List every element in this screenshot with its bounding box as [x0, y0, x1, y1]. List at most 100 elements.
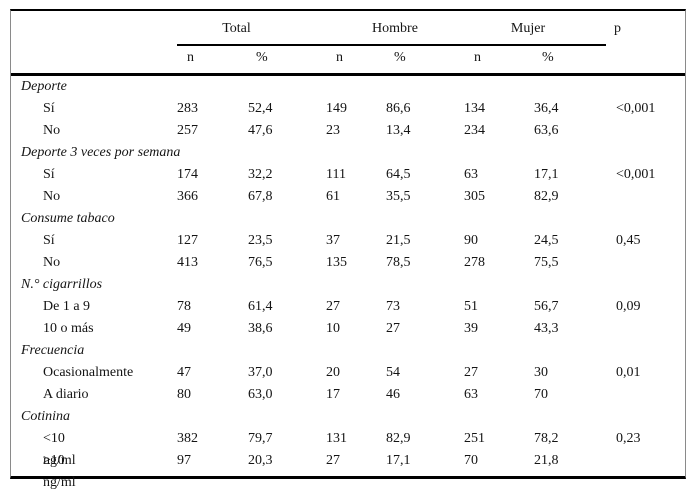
subheader-total-pct: % [256, 50, 268, 65]
col-group-total: Total [222, 21, 251, 36]
empty-cell [534, 208, 606, 230]
cell-total-pct: 37,0 [248, 365, 273, 380]
cell-hombre-pct: 64,5 [386, 167, 411, 182]
cell-mujer-n: 39 [464, 321, 478, 336]
row-label: <10 ng/ml [11, 428, 177, 472]
cell-mujer-n: 305 [464, 189, 485, 204]
row-label: ≥10 ng/ml [11, 450, 177, 489]
table-row: Sí 174 32,2 111 64,5 63 17,1 <0,001 [11, 164, 685, 186]
cell-mujer-n: 134 [464, 101, 485, 116]
cell-hombre-pct: 73 [386, 299, 400, 314]
cell-mujer-pct: 75,5 [534, 255, 559, 270]
cell-mujer-pct: 70 [534, 387, 548, 402]
section-title: Deporte 3 veces por semana [21, 145, 181, 160]
cell-p: 0,23 [616, 431, 641, 446]
cell-hombre-n: 17 [326, 387, 340, 402]
cell-p: <0,001 [616, 167, 656, 182]
cell-mujer-pct: 36,4 [534, 101, 559, 116]
cell-total-pct: 47,6 [248, 123, 273, 138]
empty-cell [386, 340, 464, 362]
empty-cell [326, 142, 386, 164]
cell-total-n: 283 [177, 101, 198, 116]
empty-cell [177, 406, 248, 428]
col-header-p: p [614, 21, 621, 36]
empty-cell [606, 76, 685, 98]
section-title: Deporte [21, 79, 67, 94]
cell-mujer-n: 90 [464, 233, 478, 248]
cell-total-n: 127 [177, 233, 198, 248]
table-row: No 257 47,6 23 13,4 234 63,6 [11, 120, 685, 142]
cell-total-n: 78 [177, 299, 191, 314]
cell-hombre-pct: 82,9 [386, 431, 411, 446]
cell-total-n: 47 [177, 365, 191, 380]
empty-cell [464, 208, 534, 230]
cell-hombre-n: 27 [326, 453, 340, 468]
cell-total-n: 382 [177, 431, 198, 446]
empty-cell [464, 274, 534, 296]
empty-cell [386, 406, 464, 428]
cell-total-pct: 76,5 [248, 255, 273, 270]
section-title-row: Deporte 3 veces por semana [11, 142, 685, 164]
empty-cell [326, 274, 386, 296]
empty-cell [534, 274, 606, 296]
group-underline [177, 44, 606, 46]
table-row: Sí 283 52,4 149 86,6 134 36,4 <0,001 [11, 98, 685, 120]
cell-hombre-pct: 21,5 [386, 233, 411, 248]
empty-cell [606, 340, 685, 362]
section-title: Cotinina [21, 409, 71, 424]
cell-total-n: 80 [177, 387, 191, 402]
section-title: N.° cigarrillos [21, 277, 103, 292]
cell-p [606, 450, 685, 489]
table-row: A diario 80 63,0 17 46 63 70 [11, 384, 685, 406]
empty-cell [326, 208, 386, 230]
table-row: No 413 76,5 135 78,5 278 75,5 [11, 252, 685, 274]
subheader-p-spacer [606, 44, 685, 73]
cell-total-pct: 38,6 [248, 321, 273, 336]
empty-cell [464, 142, 534, 164]
row-label: No [43, 255, 61, 270]
cell-p [606, 384, 685, 406]
empty-cell [326, 406, 386, 428]
section-title-row: Frecuencia [11, 340, 685, 362]
cell-mujer-n: 27 [464, 365, 478, 380]
cell-mujer-n: 251 [464, 431, 485, 446]
row-label: De 1 a 9 [43, 299, 91, 314]
cell-total-pct: 52,4 [248, 101, 273, 116]
cell-hombre-n: 10 [326, 321, 340, 336]
group-header-row: Total Hombre Mujer p [11, 11, 685, 46]
cell-hombre-pct: 54 [386, 365, 400, 380]
cell-hombre-n: 27 [326, 299, 340, 314]
cell-hombre-n: 61 [326, 189, 340, 204]
cell-total-pct: 79,7 [248, 431, 273, 446]
table-body: Deporte Sí 283 52,4 149 86,6 134 36,4 <0,001 No 25… [11, 76, 685, 489]
section-title: Consume tabaco [21, 211, 115, 226]
cell-p [606, 120, 685, 142]
cell-total-n: 366 [177, 189, 198, 204]
row-label-unit: ng/ml [43, 453, 76, 468]
subheader-mujer-pct: % [542, 50, 554, 65]
cell-total-n: 97 [177, 453, 191, 468]
cell-p: <0,001 [616, 101, 656, 116]
row-label-unit: ng/ml [43, 475, 76, 489]
table-row: ≥10 ng/ml 97 20,3 27 17,1 70 21,8 [11, 450, 685, 489]
cell-hombre-pct: 78,5 [386, 255, 411, 270]
empty-cell [177, 340, 248, 362]
empty-cell [534, 340, 606, 362]
col-group-hombre: Hombre [372, 21, 418, 36]
row-label-value: <10 [43, 431, 65, 446]
cell-hombre-pct: 17,1 [386, 453, 411, 468]
cell-mujer-pct: 63,6 [534, 123, 559, 138]
table-row: No 366 67,8 61 35,5 305 82,9 [11, 186, 685, 208]
cell-hombre-n: 37 [326, 233, 340, 248]
table-row: De 1 a 9 78 61,4 27 73 51 56,7 0,09 [11, 296, 685, 318]
cell-p: 0,45 [616, 233, 641, 248]
empty-cell [386, 76, 464, 98]
cell-mujer-pct: 30 [534, 365, 548, 380]
empty-cell [606, 142, 685, 164]
empty-cell [248, 340, 326, 362]
row-label: No [43, 123, 61, 138]
empty-cell [326, 76, 386, 98]
section-title-row: Consume tabaco [11, 208, 685, 230]
cell-mujer-n: 63 [464, 167, 478, 182]
